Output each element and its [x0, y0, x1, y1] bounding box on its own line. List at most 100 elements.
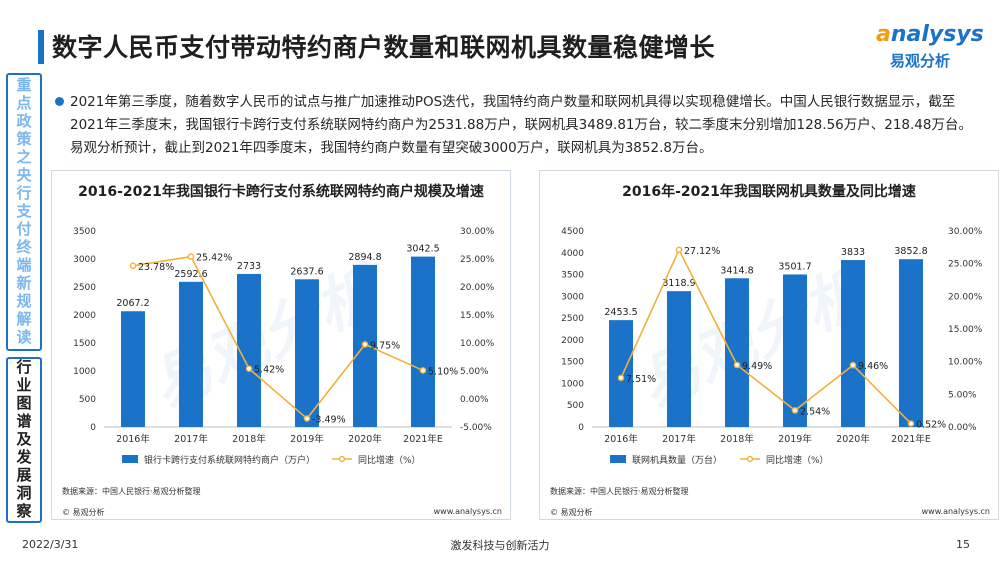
- growth-point: [675, 246, 683, 254]
- growth-point: [419, 367, 427, 374]
- growth-point: [849, 361, 857, 369]
- growth-point: [129, 262, 137, 270]
- y-tick-label-left: 2000: [561, 336, 584, 346]
- bar: [237, 273, 261, 427]
- analysys-logo: analysys 易观分析: [868, 22, 984, 72]
- y-tick-label-right: 5.00%: [948, 390, 977, 400]
- bar-value-label: 2637.6: [290, 266, 323, 277]
- x-tick-label: 2019年: [290, 433, 324, 445]
- bar-value-label: 3833: [841, 247, 865, 258]
- growth-value-label: 23.78%: [138, 262, 174, 273]
- x-tick-label: 2020年: [836, 433, 870, 445]
- x-tick-label: 2017年: [174, 433, 208, 445]
- y-tick-label-right: 0.00%: [948, 423, 977, 433]
- y-tick-label-left: 1000: [561, 379, 584, 389]
- y-tick-label-left: 1000: [73, 367, 96, 377]
- growth-point: [187, 253, 195, 260]
- y-tick-label-left: 3500: [73, 227, 96, 237]
- bar-value-label: 2894.8: [348, 252, 381, 263]
- data-source: 数据来源：中国人民银行·易观分析整理: [62, 487, 201, 496]
- growth-value-label: 27.12%: [684, 246, 720, 257]
- data-source: 数据来源：中国人民银行·易观分析整理: [550, 487, 689, 496]
- growth-point: [791, 407, 799, 414]
- footer-slogan: 激发科技与创新活力: [450, 539, 550, 552]
- y-tick-label-right: -5.00%: [460, 423, 492, 433]
- y-tick-label-right: 0.00%: [460, 395, 489, 405]
- x-tick-label: 2020年: [348, 433, 382, 445]
- y-tick-label-right: 30.00%: [460, 227, 495, 237]
- legend-line-label: 同比增速（%）: [766, 454, 829, 466]
- y-tick-label-right: 15.00%: [460, 311, 495, 321]
- side-nav-label: 重点政策之央行支付终端新规解读: [14, 77, 33, 347]
- y-tick-label-right: 5.00%: [460, 367, 489, 377]
- x-tick-label: 2021年E: [891, 433, 931, 445]
- x-tick-label: 2018年: [720, 433, 754, 445]
- y-tick-label-left: 1500: [73, 339, 96, 349]
- copyright: © 易观分析: [550, 508, 593, 517]
- growth-point: [733, 361, 741, 369]
- bar: [783, 274, 807, 427]
- growth-point: [303, 415, 311, 422]
- y-tick-label-right: 20.00%: [460, 283, 495, 293]
- legend-line-marker: [338, 455, 346, 463]
- growth-value-label: 9.75%: [370, 340, 400, 351]
- bar-value-label: 2453.5: [604, 307, 637, 318]
- growth-value-label: 5.42%: [254, 365, 284, 376]
- bar: [179, 281, 203, 427]
- bar: [841, 260, 865, 427]
- y-tick-label-right: 10.00%: [460, 339, 495, 349]
- bar-value-label: 2733: [237, 261, 261, 272]
- y-tick-label-right: 30.00%: [948, 227, 983, 237]
- x-tick-label: 2017年: [662, 433, 696, 445]
- growth-point: [361, 341, 369, 348]
- bar-value-label: 2592.6: [174, 269, 207, 280]
- y-tick-label-left: 500: [79, 395, 96, 405]
- growth-value-label: 5.10%: [428, 366, 458, 377]
- x-tick-label: 2016年: [604, 433, 638, 445]
- y-tick-label-left: 0: [90, 423, 96, 433]
- growth-value-label: 0.52%: [916, 420, 946, 431]
- bar-value-label: 3501.7: [778, 261, 811, 272]
- y-tick-label-left: 2000: [73, 311, 96, 321]
- bar: [609, 320, 633, 427]
- bar-value-label: 3414.8: [720, 265, 753, 276]
- x-tick-label: 2016年: [116, 433, 150, 445]
- bar: [411, 256, 435, 427]
- growth-line: [620, 247, 912, 425]
- legend-bar-label: 银行卡跨行支付系统联网特约商户（万户）: [144, 454, 315, 466]
- y-tick-label-left: 2500: [561, 314, 584, 324]
- side-nav: 重点政策之央行支付终端新规解读 行业图谱及发展洞察: [6, 73, 42, 523]
- bar-value-label: 3042.5: [406, 244, 439, 255]
- x-tick-label: 2019年: [778, 433, 812, 445]
- y-tick-label-right: 25.00%: [948, 260, 983, 270]
- chart-panel-terminals: 易观分析 2016年-2021年我国联网机具数量及同比增速 0 500 1000 15…: [539, 170, 999, 520]
- bar: [725, 278, 749, 427]
- y-tick-label-right: 10.00%: [948, 358, 983, 368]
- y-tick-label-left: 2500: [73, 283, 96, 293]
- y-tick-label-left: 3500: [561, 271, 584, 281]
- legend-line-label: 同比增速（%）: [358, 454, 421, 466]
- growth-value-label: 7.51%: [626, 374, 656, 385]
- footer-date: 2022/3/31: [22, 538, 79, 551]
- x-tick-label: 2021年E: [403, 433, 443, 445]
- side-nav-item-policy[interactable]: 重点政策之央行支付终端新规解读: [6, 73, 42, 351]
- chart-terminals: 0 500 1000 1500 2000 2500 3000 3500 4000 4500 0.00…: [561, 227, 983, 466]
- bullet-icon: [55, 97, 64, 106]
- growth-line: [132, 255, 424, 420]
- bar-value-label: 3852.8: [894, 246, 927, 257]
- y-tick-label-left: 4500: [561, 227, 584, 237]
- bar: [899, 259, 923, 427]
- growth-point: [245, 365, 253, 372]
- bar: [667, 291, 691, 427]
- growth-value-label: 2.54%: [800, 406, 830, 417]
- bar: [295, 279, 319, 427]
- growth-point: [907, 420, 915, 427]
- y-tick-label-right: 15.00%: [948, 325, 983, 335]
- logo-chinese: 易观分析: [890, 52, 951, 70]
- legend-line-marker: [746, 455, 754, 463]
- website-url: www.analysys.cn: [433, 507, 502, 516]
- side-nav-item-industry[interactable]: 行业图谱及发展洞察: [6, 357, 42, 523]
- legend-bar-swatch: [122, 455, 138, 463]
- y-tick-label-left: 0: [578, 423, 584, 433]
- bar-value-label: 3118.9: [662, 278, 695, 289]
